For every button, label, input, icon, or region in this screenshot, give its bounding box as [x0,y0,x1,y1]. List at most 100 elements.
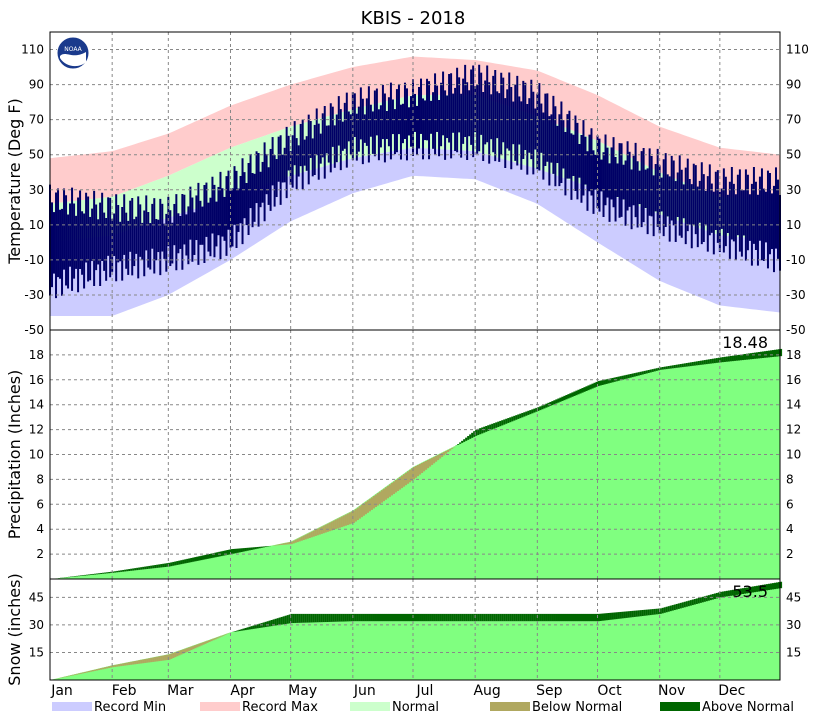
above-normal-segment [326,613,329,623]
above-normal-segment [541,405,544,410]
below-normal-segment [174,652,177,658]
temperature-panel: -50 -50 -30 -30 -10 -10 10 10 30 30 50 50 70 70 90 90 11… [5,31,809,337]
snow-frame [49,578,781,681]
above-normal-segment [202,555,205,560]
above-normal-segment [721,357,724,363]
below-normal-segment [427,459,430,469]
below-normal-segment [134,660,137,665]
above-normal-segment [96,573,99,575]
above-normal-segment [589,384,592,390]
above-normal-segment [579,388,582,394]
below-normal-segment [368,498,371,512]
above-normal-segment [483,613,486,622]
above-normal-segment [158,564,161,568]
above-normal-segment [102,572,105,574]
above-normal-segment [465,613,468,622]
below-normal-segment [419,463,422,475]
below-normal-segment [156,656,159,662]
above-normal-segment [729,355,732,362]
above-normal-segment [505,613,508,622]
above-normal-segment [683,363,686,367]
above-normal-segment [180,560,183,565]
above-normal-segment [427,613,430,622]
above-normal-segment [412,613,416,622]
above-normal-segment [761,351,765,359]
below-normal-segment [330,521,333,531]
below-normal-segment [316,528,319,536]
above-normal-segment [122,569,125,572]
above-normal-segment [324,613,327,623]
above-normal-segment [463,439,466,442]
above-normal-segment [595,381,598,387]
above-normal-segment [515,415,518,420]
noaa-logo-text: NOAA [64,46,82,53]
above-normal-segment [368,613,371,622]
above-normal-segment [376,613,379,622]
above-normal-segment [615,612,618,620]
above-normal-segment [126,569,129,572]
above-normal-segment [681,363,684,368]
above-normal-segment [563,613,566,622]
above-normal-segment [378,613,382,622]
above-normal-segment [86,574,89,576]
below-normal-segment [130,661,133,665]
above-normal-segment [274,618,277,626]
above-normal-segment [695,598,698,604]
below-normal-segment [306,533,309,539]
below-normal-segment [433,456,436,464]
above-normal-segment [675,364,678,368]
above-normal-segment [214,552,217,558]
y-tick-label: 90 [786,78,801,92]
above-normal-segment [575,613,578,622]
above-normal-segment [118,570,121,573]
above-normal-segment [236,630,239,632]
above-normal-segment [513,415,516,421]
below-normal-segment [376,493,379,506]
above-normal-segment [316,613,319,623]
below-normal-segment [384,487,388,500]
below-normal-segment [392,481,396,494]
legend: Record Min Record Max Normal Below Normal Ab… [52,700,794,715]
above-normal-segment [543,613,546,622]
above-normal-segment [216,552,219,557]
above-normal-segment [453,613,456,622]
above-normal-segment [597,613,600,622]
above-normal-segment [78,575,81,577]
above-normal-segment [248,547,251,551]
below-normal-segment [278,544,281,546]
below-normal-segment [386,485,390,499]
above-normal-segment [276,618,279,626]
above-normal-segment [653,368,656,372]
above-normal-segment [234,631,237,632]
above-normal-segment [729,590,732,596]
above-normal-segment [138,567,141,570]
above-normal-segment [166,563,169,567]
above-normal-segment [681,602,684,608]
above-normal-segment [380,613,384,622]
below-normal-segment [292,540,295,544]
above-normal-segment [268,620,271,627]
below-normal-segment [276,544,279,546]
above-normal-segment [727,590,730,597]
below-normal-segment [380,490,384,503]
above-normal-segment [591,613,594,622]
above-normal-segment [266,621,269,627]
above-normal-segment [645,609,648,616]
above-normal-segment [425,613,428,622]
below-normal-segment [212,638,215,641]
below-normal-segment [294,539,297,543]
precipitation-total-label: 18.48 [722,333,768,352]
above-normal-segment [559,613,562,622]
month-label: Aug [473,683,500,699]
above-normal-segment [110,571,113,573]
below-normal-segment [388,484,392,497]
above-normal-segment [561,396,564,401]
above-normal-segment [338,613,341,622]
above-normal-segment [693,361,696,366]
above-normal-segment [254,624,257,629]
below-normal-segment [338,517,341,528]
above-normal-segment [633,610,636,617]
below-normal-segment [194,645,197,649]
below-normal-segment [208,640,211,643]
y-tick-label: 6 [786,497,794,511]
